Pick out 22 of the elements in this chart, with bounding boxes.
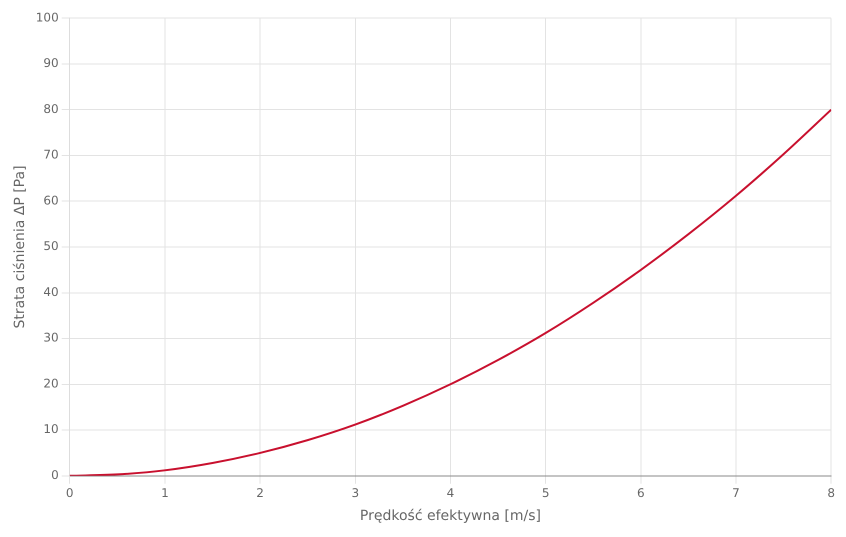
x-tick-label: 8 [827, 486, 836, 500]
x-tick-label: 1 [161, 486, 169, 500]
y-tick-label: 0 [51, 468, 59, 482]
y-tick-label: 100 [36, 10, 59, 24]
x-tick-label: 7 [732, 486, 740, 500]
x-tick-label: 5 [542, 486, 550, 500]
x-tick-label: 4 [446, 486, 454, 500]
y-tick-label: 40 [43, 284, 59, 299]
y-tick-label: 90 [43, 56, 59, 70]
x-axis-title: Prędkość efektywna [m/s] [360, 508, 541, 524]
y-tick-label: 30 [43, 330, 59, 345]
y-tick-label: 80 [43, 102, 59, 116]
y-tick-label: 70 [43, 148, 59, 162]
x-tick-label: 6 [636, 486, 645, 500]
y-tick-label: 60 [43, 193, 59, 208]
x-tick-label: 3 [351, 486, 360, 500]
y-axis-title: Strata ciśnienia ΔP [Pa] [12, 165, 28, 329]
y-tick-label: 20 [43, 376, 59, 390]
x-tick-label: 0 [66, 486, 74, 500]
x-tick-label: 2 [256, 486, 264, 500]
y-tick-label: 50 [43, 239, 59, 254]
y-tick-label: 10 [43, 422, 59, 436]
